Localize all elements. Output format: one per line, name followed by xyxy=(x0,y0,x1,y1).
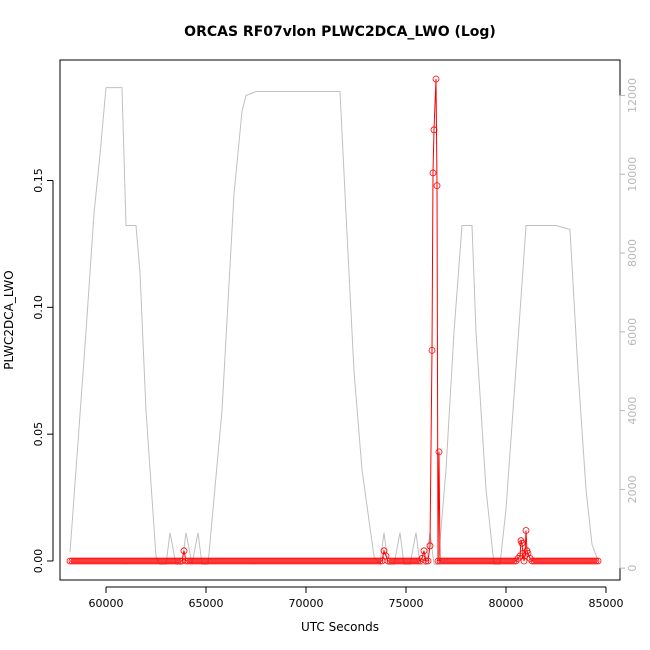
data-point xyxy=(374,557,382,565)
points-line xyxy=(70,78,598,562)
x-tick-label: 70000 xyxy=(289,597,324,610)
data-point xyxy=(432,75,440,83)
y2-tick-label: 4000 xyxy=(626,397,639,425)
y2-tick-label: 8000 xyxy=(626,239,639,267)
x-tick-label: 75000 xyxy=(389,597,424,610)
chart-title: ORCAS RF07vlon PLWC2DCA_LWO (Log) xyxy=(184,24,496,40)
y2-tick-label: 10000 xyxy=(626,157,639,192)
y-axis-label: PLWC2DCA_LWO xyxy=(2,270,16,369)
x-tick-label: 80000 xyxy=(489,597,524,610)
plot-frame xyxy=(59,59,621,581)
data-point xyxy=(422,557,430,565)
x-axis-label: UTC Seconds xyxy=(301,620,379,634)
x-tick-label: 85000 xyxy=(589,597,624,610)
altitude-line xyxy=(69,87,599,566)
y-tick-label: 0.15 xyxy=(32,168,45,193)
altitude-series xyxy=(69,87,599,566)
x-tick-label: 65000 xyxy=(189,597,224,610)
data-point xyxy=(592,557,600,565)
y-tick-label: 0.10 xyxy=(32,295,45,320)
y2-tick-label: 2000 xyxy=(626,475,639,503)
data-point xyxy=(430,126,438,134)
y-tick-label: 0.00 xyxy=(32,549,45,574)
y2-tick-label: 12000 xyxy=(626,78,639,113)
data-point xyxy=(590,557,598,565)
data-point xyxy=(520,557,528,565)
data-point xyxy=(420,547,428,555)
data-point xyxy=(433,182,441,190)
y-axis: 0.00 0.05 0.10 0.15 xyxy=(32,168,54,574)
data-point xyxy=(424,557,432,565)
y-tick-label: 0.05 xyxy=(32,422,45,447)
y2-tick-label: 0 xyxy=(626,565,639,572)
data-point xyxy=(180,547,188,555)
y2-axis: 0 2000 4000 6000 8000 10000 12000 xyxy=(619,78,639,572)
x-axis: 60000 65000 70000 75000 80000 85000 xyxy=(89,586,624,610)
data-point xyxy=(412,557,420,565)
data-point xyxy=(522,527,530,534)
data-point xyxy=(174,557,182,565)
data-point xyxy=(518,539,526,547)
data-point xyxy=(376,557,384,565)
data-point xyxy=(435,448,443,456)
data-point xyxy=(508,557,516,565)
data-point xyxy=(428,346,436,354)
data-point xyxy=(429,169,437,177)
x-tick-label: 60000 xyxy=(89,597,124,610)
points-series xyxy=(66,75,602,565)
y2-tick-label: 6000 xyxy=(626,318,639,346)
data-point xyxy=(594,557,602,565)
data-point xyxy=(426,542,434,550)
